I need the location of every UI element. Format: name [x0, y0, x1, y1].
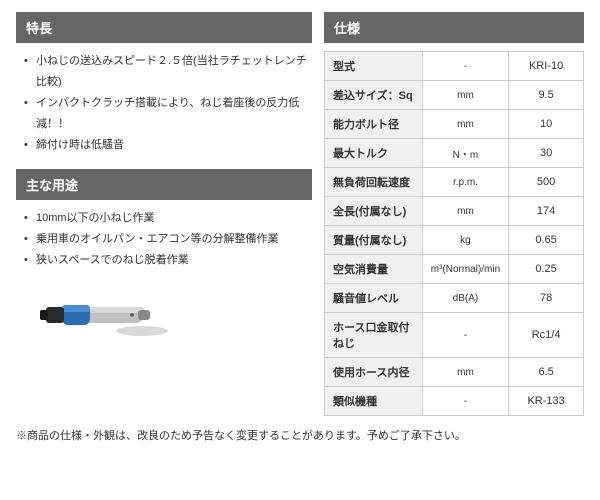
spec-header: 仕様 — [324, 12, 584, 43]
table-row: 質量(付属なし)kg0.65 — [325, 226, 584, 255]
feature-item: 小ねじの送込みスピード２.５倍(当社ラチェットレンチ比較) — [22, 51, 312, 93]
table-row: 騒音値レベルdB(A)78 — [325, 284, 584, 313]
table-row: 類似機種-KR-133 — [325, 387, 584, 416]
spec-value: 9.5 — [509, 81, 584, 110]
spec-table-body: 型式-KRI-10 差込サイズ：Sqmm9.5 能力ボルト径mm10 最大トルク… — [325, 52, 584, 416]
table-row: 型式-KRI-10 — [325, 52, 584, 81]
spec-unit: mm — [422, 358, 508, 387]
spec-unit: dB(A) — [422, 284, 508, 313]
spec-table: 型式-KRI-10 差込サイズ：Sqmm9.5 能力ボルト径mm10 最大トルク… — [324, 51, 584, 416]
product-image — [32, 289, 312, 339]
use-item: 10mm以下の小ねじ作業 — [22, 208, 312, 229]
spec-label: 差込サイズ：Sq — [325, 81, 423, 110]
use-item: 狭いスペースでのねじ脱着作業 — [22, 250, 312, 271]
features-list: 小ねじの送込みスピード２.５倍(当社ラチェットレンチ比較) インパクトクラッチ搭… — [16, 51, 312, 155]
spec-unit: - — [422, 52, 508, 81]
footnote: ※商品の仕様・外観は、改良のため予告なく変更することがあります。予めご了承下さい… — [16, 428, 584, 446]
spec-unit: - — [422, 313, 508, 358]
left-column: 特長 小ねじの送込みスピード２.５倍(当社ラチェットレンチ比較) インパクトクラ… — [16, 12, 312, 416]
spec-label: 型式 — [325, 52, 423, 81]
table-row: 全長(付属なし)mm174 — [325, 197, 584, 226]
main-container: 特長 小ねじの送込みスピード２.５倍(当社ラチェットレンチ比較) インパクトクラ… — [16, 12, 584, 416]
spec-unit: r.p.m. — [422, 168, 508, 197]
table-row: 差込サイズ：Sqmm9.5 — [325, 81, 584, 110]
spec-value: 30 — [509, 139, 584, 168]
spec-unit: m³(Normal)/min — [422, 255, 508, 284]
spec-label: 全長(付属なし) — [325, 197, 423, 226]
table-row: 空気消費量m³(Normal)/min0.25 — [325, 255, 584, 284]
spec-label: 類似機種 — [325, 387, 423, 416]
spec-label: 最大トルク — [325, 139, 423, 168]
spec-value: 78 — [509, 284, 584, 313]
table-row: ホース口金取付ねじ-Rc1/4 — [325, 313, 584, 358]
table-row: 使用ホース内径mm6.5 — [325, 358, 584, 387]
spec-value: Rc1/4 — [509, 313, 584, 358]
spec-unit: mm — [422, 197, 508, 226]
spec-value: KR-133 — [509, 387, 584, 416]
spec-value: 500 — [509, 168, 584, 197]
right-column: 仕様 型式-KRI-10 差込サイズ：Sqmm9.5 能力ボルト径mm10 最大… — [324, 12, 584, 416]
spec-unit: mm — [422, 110, 508, 139]
spec-label: 使用ホース内径 — [325, 358, 423, 387]
spec-value: KRI-10 — [509, 52, 584, 81]
spec-unit: mm — [422, 81, 508, 110]
spec-value: 174 — [509, 197, 584, 226]
feature-item: 締付け時は低騒音 — [22, 135, 312, 156]
spec-value: 0.65 — [509, 226, 584, 255]
table-row: 能力ボルト径mm10 — [325, 110, 584, 139]
spec-label: 騒音値レベル — [325, 284, 423, 313]
ratchet-wrench-icon — [32, 289, 172, 339]
table-row: 無負荷回転速度r.p.m.500 — [325, 168, 584, 197]
features-header: 特長 — [16, 12, 312, 43]
spec-label: 無負荷回転速度 — [325, 168, 423, 197]
uses-list: 10mm以下の小ねじ作業 乗用車のオイルパン・エアコン等の分解整備作業 狭いスペ… — [16, 208, 312, 271]
spec-value: 10 — [509, 110, 584, 139]
uses-header: 主な用途 — [16, 169, 312, 200]
spec-unit: - — [422, 387, 508, 416]
spec-label: 空気消費量 — [325, 255, 423, 284]
spec-value: 0.25 — [509, 255, 584, 284]
spec-label: 質量(付属なし) — [325, 226, 423, 255]
feature-item: インパクトクラッチ搭載により、ねじ着座後の反力低減！！ — [22, 93, 312, 135]
spec-label: 能力ボルト径 — [325, 110, 423, 139]
use-item: 乗用車のオイルパン・エアコン等の分解整備作業 — [22, 229, 312, 250]
spec-unit: N・m — [422, 139, 508, 168]
spec-unit: kg — [422, 226, 508, 255]
table-row: 最大トルクN・m30 — [325, 139, 584, 168]
spec-value: 6.5 — [509, 358, 584, 387]
spec-label: ホース口金取付ねじ — [325, 313, 423, 358]
